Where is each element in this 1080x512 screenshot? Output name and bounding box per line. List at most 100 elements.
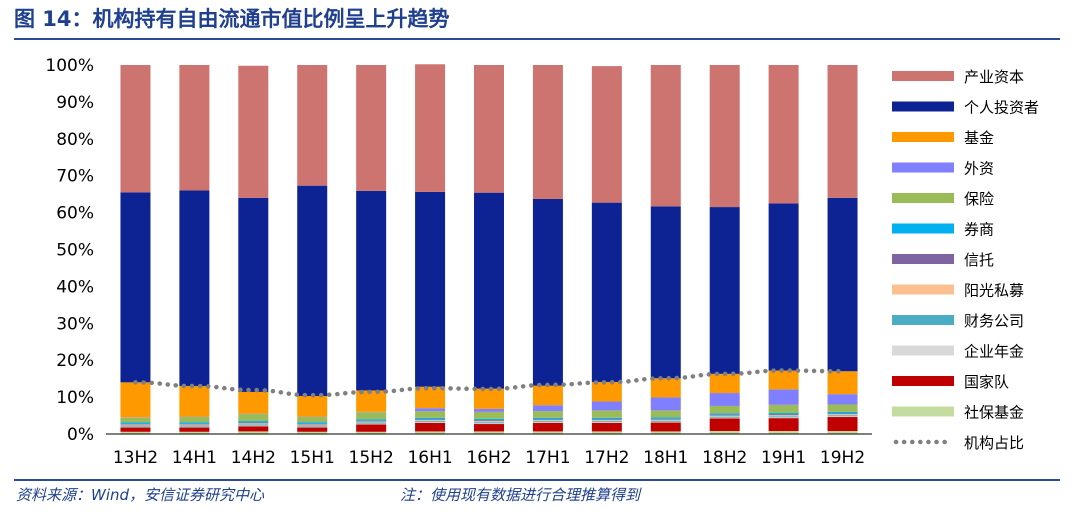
bar-segment: [179, 417, 210, 423]
bar-segment: [415, 417, 446, 420]
bar-segment: [474, 408, 504, 412]
bar-segment: [768, 416, 799, 418]
bar-segment: [827, 371, 858, 395]
x-tick-label: 18H1: [643, 448, 688, 468]
legend-label: 阳光私募: [964, 282, 1024, 300]
bar-segment: [356, 419, 387, 421]
bar-segment: [179, 423, 210, 425]
bar-segment: [297, 425, 328, 427]
bar-segment: [709, 414, 740, 416]
bar-segment: [238, 197, 269, 392]
bar-stack: [415, 64, 446, 434]
legend-entry: 券商: [892, 221, 994, 239]
bar-segment: [591, 422, 622, 423]
bar-segment: [474, 420, 504, 422]
bar-segment: [238, 421, 269, 423]
bar-segment: [650, 410, 681, 418]
legend-swatch: [892, 376, 954, 386]
x-axis: 13H2 14H1 14H2 15H1 15H2 16H1 16H2 17H1 17H2 18H1…: [106, 433, 872, 468]
bar-stack: [768, 65, 799, 434]
bar-segment: [120, 417, 151, 423]
bar-stack: [650, 65, 681, 434]
bar-segment: [532, 422, 563, 432]
bar-segment: [532, 405, 563, 412]
bar-segment: [591, 419, 622, 420]
legend-swatch: [892, 71, 954, 81]
bar-segment: [532, 422, 563, 423]
bar-segment: [768, 389, 799, 405]
bar-stack: [238, 65, 269, 434]
bar-segment: [179, 386, 210, 417]
x-tick-label: 13H2: [113, 448, 158, 468]
bar-segment: [238, 431, 269, 434]
bar-segment: [356, 422, 387, 424]
bar-segment: [120, 192, 151, 383]
bar-segment: [650, 420, 681, 422]
bar-segment: [768, 415, 799, 417]
bar-segment: [474, 422, 504, 424]
x-tick-label: 17H1: [525, 448, 570, 468]
bar-segment: [415, 422, 446, 432]
bar-segment: [768, 417, 799, 419]
bar-segment: [238, 425, 269, 427]
title-divider: [14, 38, 1060, 40]
bar-segment: [356, 421, 387, 423]
x-tick-label: 19H1: [761, 448, 806, 468]
bar-segment: [709, 418, 740, 432]
bars-layer: [120, 64, 858, 434]
bar-segment: [297, 422, 328, 424]
chart-title: 图 14：机构持有自由流通市值比例呈上升趋势: [14, 7, 450, 31]
bar-segment: [709, 207, 740, 374]
bar-segment: [532, 385, 563, 406]
bar-segment: [827, 431, 858, 434]
legend-entry: 阳光私募: [892, 282, 1024, 300]
bar-segment: [827, 197, 858, 372]
legend-label: 个人投资者: [964, 99, 1039, 117]
bar-segment: [356, 412, 387, 420]
legend-swatch: [892, 193, 954, 203]
bar-segment: [827, 413, 858, 415]
bar-segment: [238, 422, 269, 424]
bar-segment: [591, 66, 622, 203]
legend-entry: 保险: [892, 190, 994, 208]
source-note: 资料来源：Wind，安信证券研究中心: [16, 486, 265, 504]
legend-swatch: [892, 132, 954, 142]
legend-swatch: [892, 315, 954, 325]
bar-stack: [356, 65, 387, 434]
bar-segment: [650, 65, 681, 207]
y-tick-label: 60%: [56, 204, 94, 224]
legend-entry: 外资: [892, 160, 994, 178]
legend-swatch: [892, 254, 954, 264]
bar-stack: [591, 66, 622, 434]
legend-entry: 社保基金: [892, 404, 1024, 422]
legend: 产业资本个人投资者基金外资保险券商信托阳光私募财务公司企业年金国家队社保基金机构…: [892, 68, 1039, 452]
bar-segment: [474, 411, 504, 419]
bar-segment: [297, 65, 328, 186]
bar-segment: [297, 426, 328, 428]
bar-segment: [179, 65, 210, 191]
legend-label: 外资: [964, 160, 994, 178]
bar-segment: [297, 417, 328, 423]
bar-segment: [532, 419, 563, 420]
bar-segment: [238, 414, 269, 422]
bar-segment: [591, 410, 622, 418]
bar-segment: [356, 390, 387, 412]
legend-label: 券商: [964, 221, 994, 239]
bar-segment: [591, 431, 622, 434]
bar-stack: [297, 65, 328, 434]
bar-segment: [474, 424, 504, 432]
bar-segment: [650, 206, 681, 379]
bar-segment: [297, 427, 328, 432]
y-tick-label: 20%: [56, 351, 94, 371]
bar-segment: [238, 65, 269, 198]
y-tick-label: 80%: [56, 130, 94, 150]
bar-segment: [356, 431, 387, 434]
legend-label: 产业资本: [964, 68, 1024, 86]
bar-segment: [768, 65, 799, 204]
bar-segment: [827, 415, 858, 417]
legend-entry: 产业资本: [892, 68, 1024, 86]
y-tick-label: 40%: [56, 277, 94, 297]
bar-segment: [415, 191, 446, 387]
legend-label: 信托: [964, 251, 994, 269]
